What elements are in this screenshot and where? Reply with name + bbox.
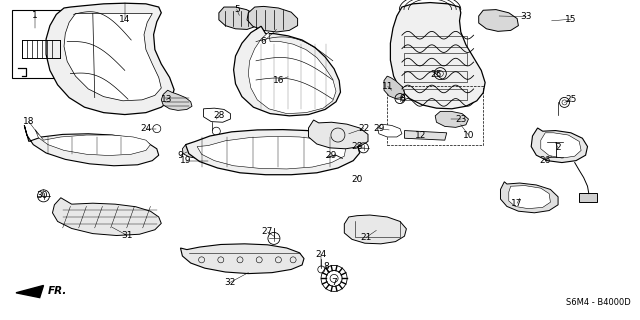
Polygon shape bbox=[509, 186, 550, 209]
Polygon shape bbox=[404, 131, 447, 140]
Text: FR.: FR. bbox=[48, 285, 67, 296]
Text: 15: 15 bbox=[565, 15, 577, 24]
Text: 25: 25 bbox=[565, 95, 577, 104]
Polygon shape bbox=[308, 120, 368, 149]
Text: 12: 12 bbox=[415, 131, 427, 140]
Polygon shape bbox=[541, 133, 581, 158]
Text: 20: 20 bbox=[351, 175, 363, 184]
Text: 21: 21 bbox=[360, 233, 372, 242]
Text: 5: 5 bbox=[234, 5, 239, 14]
Text: 6: 6 bbox=[261, 37, 266, 46]
Text: 17: 17 bbox=[511, 199, 523, 208]
Text: 8: 8 bbox=[399, 94, 404, 103]
Text: 2: 2 bbox=[556, 143, 561, 152]
Bar bbox=[579, 193, 597, 202]
Text: 11: 11 bbox=[382, 82, 394, 91]
Text: 29: 29 bbox=[326, 151, 337, 160]
Polygon shape bbox=[180, 244, 304, 274]
Text: 24: 24 bbox=[316, 250, 327, 259]
Text: 28: 28 bbox=[351, 142, 363, 151]
Text: 31: 31 bbox=[121, 231, 132, 240]
Polygon shape bbox=[35, 130, 150, 156]
Polygon shape bbox=[204, 108, 230, 122]
Text: 28: 28 bbox=[213, 111, 225, 120]
Text: 10: 10 bbox=[463, 131, 474, 140]
Polygon shape bbox=[531, 128, 588, 163]
Text: 1: 1 bbox=[33, 12, 38, 20]
Polygon shape bbox=[500, 182, 558, 213]
Polygon shape bbox=[64, 13, 161, 101]
Text: 16: 16 bbox=[273, 76, 284, 85]
Polygon shape bbox=[384, 76, 404, 99]
Polygon shape bbox=[390, 3, 485, 109]
Text: 8: 8 bbox=[324, 262, 329, 271]
Text: 27: 27 bbox=[262, 228, 273, 236]
Polygon shape bbox=[219, 7, 259, 29]
Polygon shape bbox=[197, 136, 346, 169]
Polygon shape bbox=[344, 215, 406, 244]
Text: 26: 26 bbox=[540, 156, 551, 165]
Polygon shape bbox=[161, 90, 192, 110]
Polygon shape bbox=[378, 124, 402, 137]
Polygon shape bbox=[46, 3, 174, 115]
Polygon shape bbox=[182, 145, 206, 158]
Polygon shape bbox=[435, 111, 468, 127]
Text: 7: 7 bbox=[332, 278, 337, 287]
Polygon shape bbox=[248, 32, 336, 114]
Bar bbox=[12, 10, 84, 78]
Text: 22: 22 bbox=[358, 124, 369, 133]
Text: 23: 23 bbox=[455, 115, 467, 124]
Polygon shape bbox=[234, 26, 340, 116]
Polygon shape bbox=[16, 285, 44, 298]
Text: 25: 25 bbox=[431, 70, 442, 79]
Polygon shape bbox=[247, 6, 298, 32]
Text: 24: 24 bbox=[140, 124, 152, 133]
Text: 14: 14 bbox=[119, 15, 131, 24]
Text: 13: 13 bbox=[161, 95, 172, 104]
Polygon shape bbox=[479, 10, 518, 31]
Polygon shape bbox=[52, 198, 161, 236]
Text: 33: 33 bbox=[520, 12, 532, 21]
Text: 32: 32 bbox=[225, 278, 236, 287]
Text: 19: 19 bbox=[180, 156, 191, 165]
Polygon shape bbox=[24, 125, 159, 166]
Text: 30: 30 bbox=[36, 191, 47, 200]
Text: 18: 18 bbox=[23, 117, 35, 126]
Text: S6M4 - B4000D: S6M4 - B4000D bbox=[566, 298, 630, 307]
Text: 9: 9 bbox=[178, 151, 183, 160]
Polygon shape bbox=[186, 130, 360, 175]
Text: 29: 29 bbox=[373, 124, 385, 133]
Bar bbox=[387, 86, 483, 145]
